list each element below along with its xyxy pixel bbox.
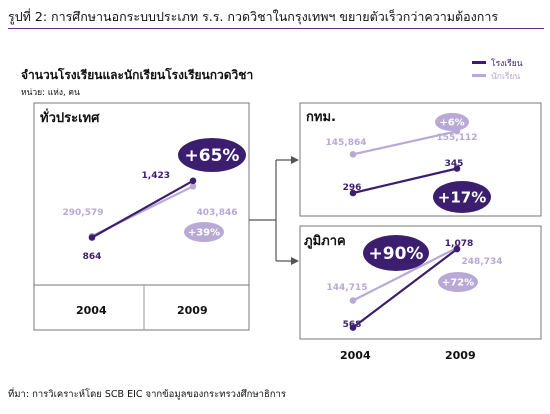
point-schools-2009-regions xyxy=(453,245,461,253)
series-line-schools-national xyxy=(91,179,194,239)
unit-label: หน่วย: แห่ง, คน xyxy=(21,88,80,98)
series-line-students-bangkok xyxy=(352,130,458,156)
chart-title: จำนวนโรงเรียนและนักเรียนโรงเรียนกวดวิชา xyxy=(21,68,254,82)
series-line-schools-bangkok xyxy=(352,167,458,195)
panel-frame-regions xyxy=(299,225,542,340)
data-label-schools-2009-regions: 1,078 xyxy=(445,239,473,249)
growth-badge-schools-bangkok xyxy=(433,181,491,213)
data-label-students-2004-national: 290,579 xyxy=(63,208,104,218)
data-label-schools-2004-national: 864 xyxy=(83,252,102,262)
x-tick-2004-national: 2004 xyxy=(76,304,107,317)
x-tick-2009-national: 2009 xyxy=(177,304,208,317)
growth-label-students-bangkok: +6% xyxy=(439,118,464,129)
data-label-students-2004-regions: 144,715 xyxy=(327,283,368,293)
point-schools-2009-national xyxy=(189,177,197,185)
panel-label-national: ทั่วประเทศ xyxy=(40,111,100,126)
point-schools-2004-national xyxy=(88,234,96,241)
growth-badge-students-regions xyxy=(438,272,478,292)
point-schools-2004-bangkok xyxy=(349,189,357,197)
data-label-students-2009-regions: 248,734 xyxy=(462,257,503,267)
growth-label-schools-national: +65% xyxy=(185,146,240,166)
data-label-schools-2004-bangkok: 296 xyxy=(343,183,362,193)
legend-swatch-students xyxy=(472,74,486,77)
point-schools-2004-regions xyxy=(349,324,357,331)
x-tick-2009-bottom: 2009 xyxy=(445,349,476,362)
growth-label-students-regions: +72% xyxy=(442,278,474,289)
growth-badge-schools-national xyxy=(178,138,246,172)
series-line-students-regions xyxy=(352,246,458,302)
title-rule xyxy=(8,28,544,29)
panel-label-regions: ภูมิภาค xyxy=(304,234,346,249)
panel-label-bangkok: กทม. xyxy=(306,110,336,125)
series-line-schools-regions xyxy=(352,248,458,329)
data-label-schools-2004-regions: 568 xyxy=(343,320,362,330)
data-label-schools-2009-bangkok: 345 xyxy=(445,159,464,169)
source-note: ที่มา: การวิเคราะห์โดย SCB EIC จากข้อมูล… xyxy=(8,389,286,400)
data-label-students-2004-bangkok: 145,864 xyxy=(326,138,367,148)
growth-badge-students-bangkok xyxy=(435,113,469,131)
legend-label-schools: โรงเรียน xyxy=(491,59,523,69)
legend-label-students: นักเรียน xyxy=(491,72,521,82)
figure-title: รูปที่ 2: การศึกษานอกระบบประเภท ร.ร. กวด… xyxy=(8,9,499,24)
growth-label-students-national: +39% xyxy=(188,228,220,239)
panel-frame-bangkok xyxy=(299,102,542,217)
panel-frame-national xyxy=(33,102,250,331)
growth-badge-students-national xyxy=(184,222,224,242)
growth-badge-schools-regions xyxy=(363,235,429,271)
point-students-2004-bangkok xyxy=(349,151,357,158)
growth-label-schools-regions: +90% xyxy=(369,244,424,264)
point-students-2004-regions xyxy=(349,297,357,304)
point-schools-2009-bangkok xyxy=(453,165,461,172)
point-students-2009-national xyxy=(189,183,197,190)
legend-swatch-schools xyxy=(472,61,486,64)
growth-label-schools-bangkok: +17% xyxy=(438,188,486,206)
connector-arrows xyxy=(249,156,299,265)
data-label-students-2009-national: 403,846 xyxy=(197,208,238,218)
data-label-schools-2009-national: 1,423 xyxy=(142,171,170,181)
x-tick-2004-bottom: 2004 xyxy=(340,349,371,362)
data-label-students-2009-bangkok: 155,112 xyxy=(437,133,478,143)
